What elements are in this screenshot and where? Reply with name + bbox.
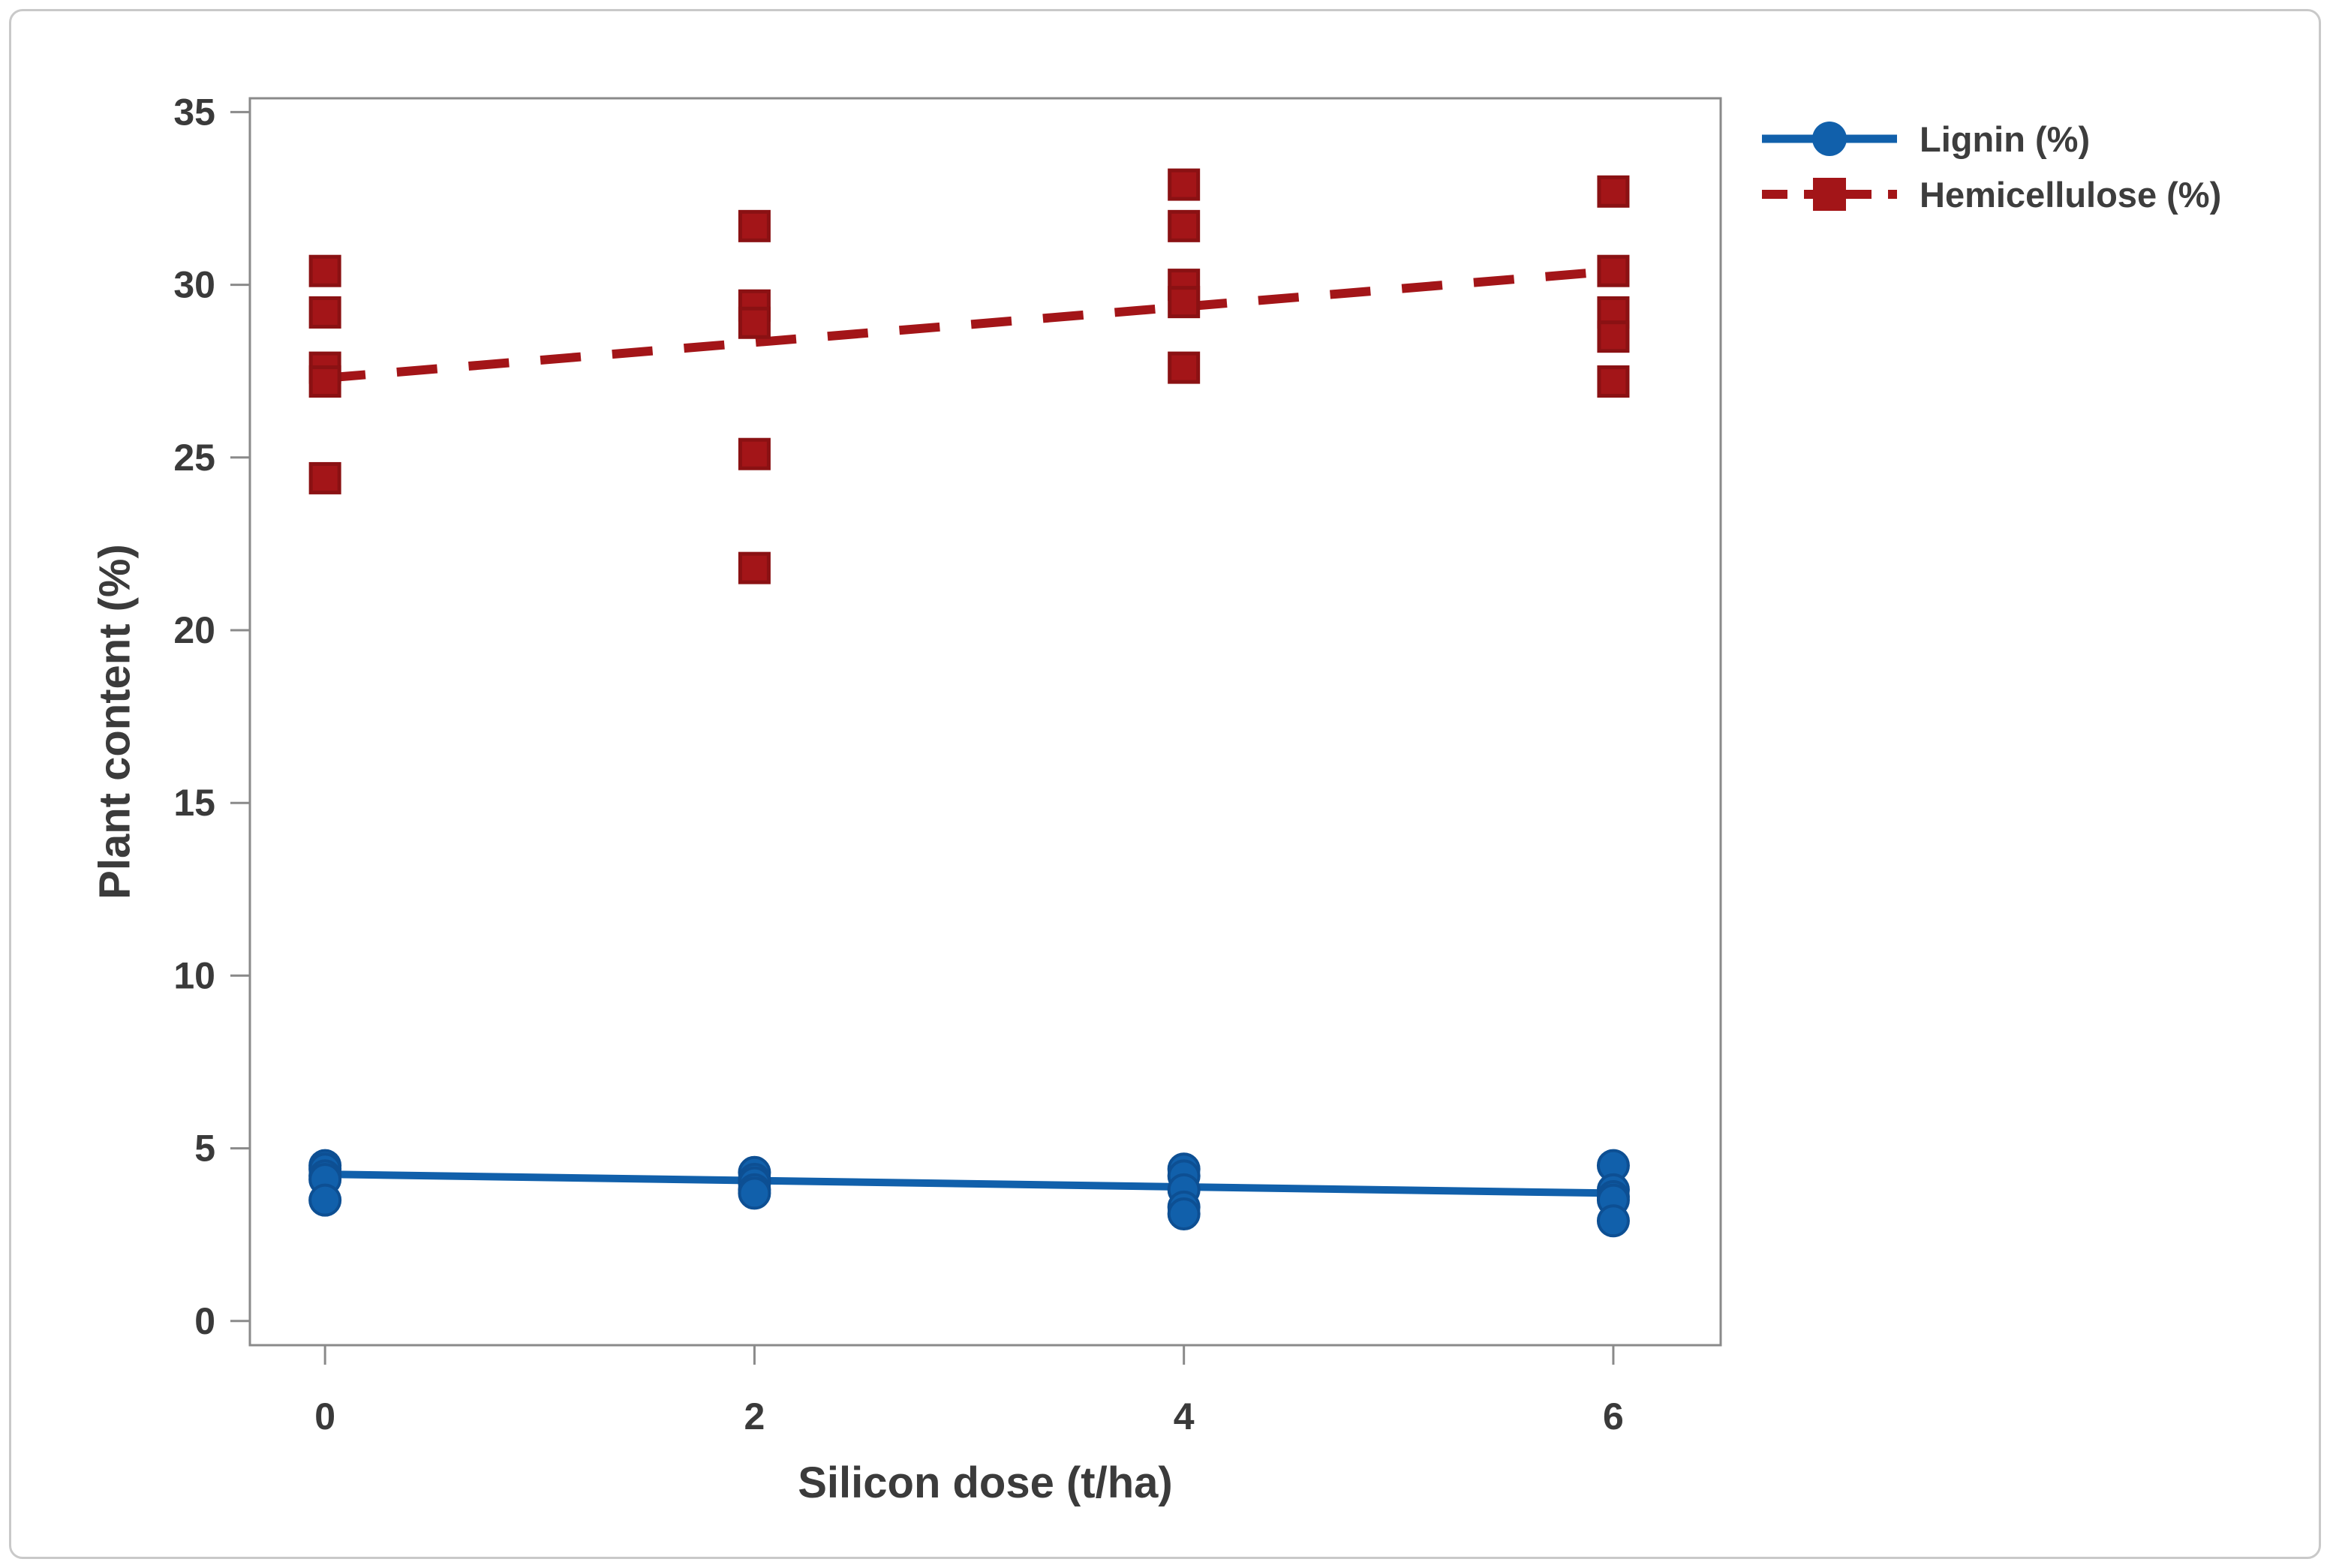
lignin-trend-line [325,1170,1614,1197]
lignin-data-point [1596,1204,1630,1238]
x-tick-label: 6 [1603,1395,1624,1437]
y-axis-title: Plant content (%) [90,544,140,900]
legend-item-hemicellulose: Hemicellulose (%) [1762,170,2221,218]
hemicellulose-data-point [738,437,771,470]
x-tick-label: 2 [744,1395,765,1437]
lignin-data-point [308,1183,342,1217]
hemicellulose-data-point [1597,175,1630,208]
plot-frame [248,97,1722,1347]
lignin-line-circle-swatch-icon [1762,122,1897,156]
y-tick-label: 0 [194,1300,215,1342]
hemicellulose-data-point [738,306,771,339]
hemicellulose-data-point [308,461,341,494]
hemicellulose-data-point [308,254,341,287]
scatter-plot-canvas: 0 5 10 15 20 25 30 35 0 2 4 6 [173,91,1722,1437]
x-tick-label: 0 [314,1395,335,1437]
y-tick-label: 5 [194,1128,215,1170]
legend-item-lignin: Lignin (%) [1762,115,2221,163]
hemicellulose-data-point [308,365,341,398]
legend-label-lignin: Lignin (%) [1920,119,2091,159]
y-tick-label: 25 [173,437,215,479]
hemicellulose-data-point [1168,168,1201,201]
x-axis-title: Silicon dose (t/ha) [798,1458,1173,1507]
x-tick-label: 4 [1174,1395,1195,1437]
chart-figure: 0 5 10 15 20 25 30 35 0 2 4 6 Silicon dose (t/ha) P… [9,9,2321,1559]
hemicellulose-data-point [1168,209,1201,242]
hemicellulose-data-point [1597,320,1630,353]
lignin-data-point [738,1176,771,1210]
y-tick-label: 15 [173,782,215,824]
hemicellulose-dashed-square-swatch-icon [1762,178,1897,211]
hemicellulose-data-point [738,209,771,242]
legend: Lignin (%) Hemicellulose (%) [1762,115,2221,218]
y-tick-label: 20 [173,609,215,651]
hemicellulose-data-point [1168,351,1201,384]
hemicellulose-trend-line [324,266,1614,383]
y-tick-label: 10 [173,954,215,996]
hemicellulose-data-point [1597,365,1630,398]
y-tick-label: 30 [173,264,215,306]
hemicellulose-data-point [1168,286,1201,319]
legend-label-hemicellulose: Hemicellulose (%) [1920,174,2222,215]
hemicellulose-data-point [308,296,341,329]
hemicellulose-data-point [738,551,771,584]
lignin-data-point [1167,1197,1201,1231]
y-tick-label: 35 [173,91,215,133]
hemicellulose-data-point [1597,254,1630,287]
